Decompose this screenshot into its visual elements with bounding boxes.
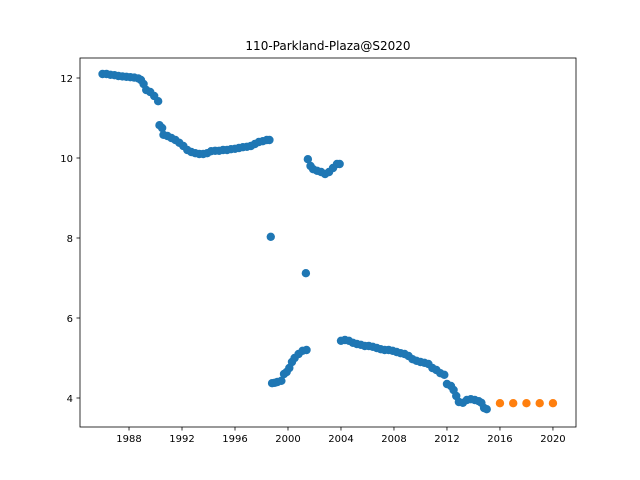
x-tick-label: 2008 — [381, 434, 406, 445]
point — [522, 399, 531, 408]
y-tick-label: 10 — [60, 154, 73, 165]
axes-frame — [79, 57, 577, 428]
x-tick-label: 1988 — [116, 434, 141, 445]
point — [303, 155, 313, 164]
point — [266, 232, 275, 241]
point — [440, 370, 449, 379]
point — [157, 123, 167, 133]
y-tick-label: 4 — [67, 394, 73, 405]
x-tick-label: 2000 — [275, 434, 300, 445]
point — [495, 399, 505, 408]
x-tick-label: 2012 — [434, 434, 459, 445]
point — [265, 135, 274, 145]
y-tick-label: 8 — [67, 234, 73, 245]
x-tick-label: 1996 — [222, 434, 247, 445]
point — [509, 399, 518, 408]
x-tick-label: 2016 — [487, 434, 512, 445]
point — [277, 376, 286, 385]
x-tick-label: 2020 — [540, 434, 565, 445]
x-tick-label: 2004 — [328, 434, 353, 445]
point — [548, 399, 558, 408]
chart-title: 110-Parkland-Plaza@S2020 — [245, 39, 410, 53]
point — [482, 405, 491, 414]
point — [302, 345, 311, 355]
x-tick-label: 1992 — [169, 434, 194, 445]
point — [153, 97, 163, 106]
point — [335, 159, 344, 169]
y-tick-label: 12 — [60, 74, 73, 85]
point — [535, 399, 544, 408]
y-tick-label: 6 — [67, 314, 73, 325]
point — [301, 269, 311, 278]
